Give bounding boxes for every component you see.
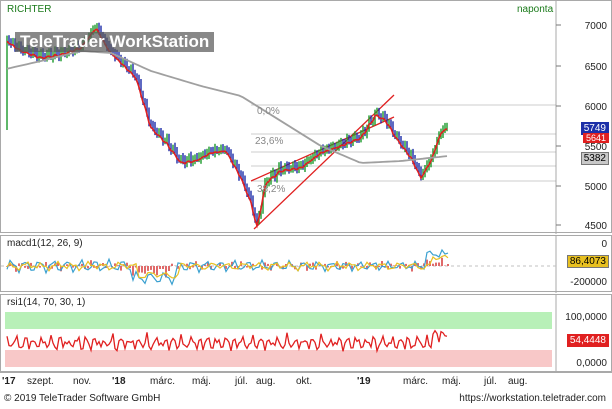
macd-value-tag: 86,4073 xyxy=(566,255,609,268)
price-chart-panel[interactable]: RICHTER naponta TeleTrader WorkStation 7… xyxy=(0,0,612,234)
macd-signal-line xyxy=(6,254,449,279)
x-label-nov: nov. xyxy=(73,376,92,387)
x-label-year-17: '17 xyxy=(2,376,16,387)
macd-line xyxy=(6,248,449,286)
x-label-aug18: aug. xyxy=(256,376,276,387)
rsi-y-tick-0: 0,0000 xyxy=(576,358,607,369)
fib-label-0: 0,0% xyxy=(257,106,280,117)
y-tick-5500: 5500 xyxy=(584,142,607,153)
x-label-year-19: '19 xyxy=(357,376,371,387)
price-chart-canvas[interactable] xyxy=(1,1,612,234)
ma-fast-line xyxy=(6,28,448,229)
instrument-label: RICHTER xyxy=(7,4,52,15)
macd-canvas[interactable] xyxy=(1,236,612,293)
rsi-y-tick-100: 100,0000 xyxy=(565,312,607,323)
x-label-year-18: '18 xyxy=(112,376,126,387)
macd-y-tick-min: -200000 xyxy=(570,277,607,288)
rsi-label: rsi1(14, 70, 30, 1) xyxy=(7,297,86,308)
macd-panel[interactable]: macd1(12, 26, 9) 0 -200000 86,4073 xyxy=(0,235,612,293)
rsi-panel[interactable]: rsi1(14, 70, 30, 1) 100,0000 0,0000 54,4… xyxy=(0,294,612,373)
x-label-sep: szept. xyxy=(27,376,54,387)
fib-label-23: 23,6% xyxy=(255,136,284,147)
watermark: TeleTrader WorkStation xyxy=(15,32,215,52)
macd-label: macd1(12, 26, 9) xyxy=(7,238,83,249)
x-label-mar19: márc. xyxy=(403,376,428,387)
rsi-value-tag: 54,4448 xyxy=(566,334,609,347)
x-label-mar18: márc. xyxy=(150,376,175,387)
x-label-jul19: júl. xyxy=(484,376,497,387)
fib-label-38: 38,2% xyxy=(257,184,286,195)
period-label: naponta xyxy=(517,4,554,15)
rsi-canvas[interactable] xyxy=(1,295,612,373)
y-tick-5000: 5000 xyxy=(584,182,607,193)
x-label-aug19: aug. xyxy=(508,376,528,387)
source-url-link[interactable]: https://workstation.teletrader.com xyxy=(459,393,606,404)
rsi-oversold-band xyxy=(5,350,552,367)
y-tick-6000: 6000 xyxy=(584,102,607,113)
y-tick-6500: 6500 xyxy=(584,62,607,73)
y-tick-7000: 7000 xyxy=(584,21,607,32)
x-label-may18: máj. xyxy=(192,376,211,387)
y-tick-4500: 4500 xyxy=(584,221,607,232)
x-label-may19: máj. xyxy=(442,376,461,387)
x-label-oct18: okt. xyxy=(296,376,313,387)
rsi-overbought-band xyxy=(5,312,552,329)
x-axis-line xyxy=(0,372,612,373)
copyright-text: © 2019 TeleTrader Software GmbH xyxy=(4,393,161,404)
ma-slow-tag: 5382 xyxy=(580,152,609,165)
ma-fast-tag: 5641 xyxy=(582,133,609,143)
macd-y-tick-0: 0 xyxy=(601,239,607,250)
rsi-line xyxy=(6,329,448,354)
x-label-jul18: júl. xyxy=(235,376,248,387)
